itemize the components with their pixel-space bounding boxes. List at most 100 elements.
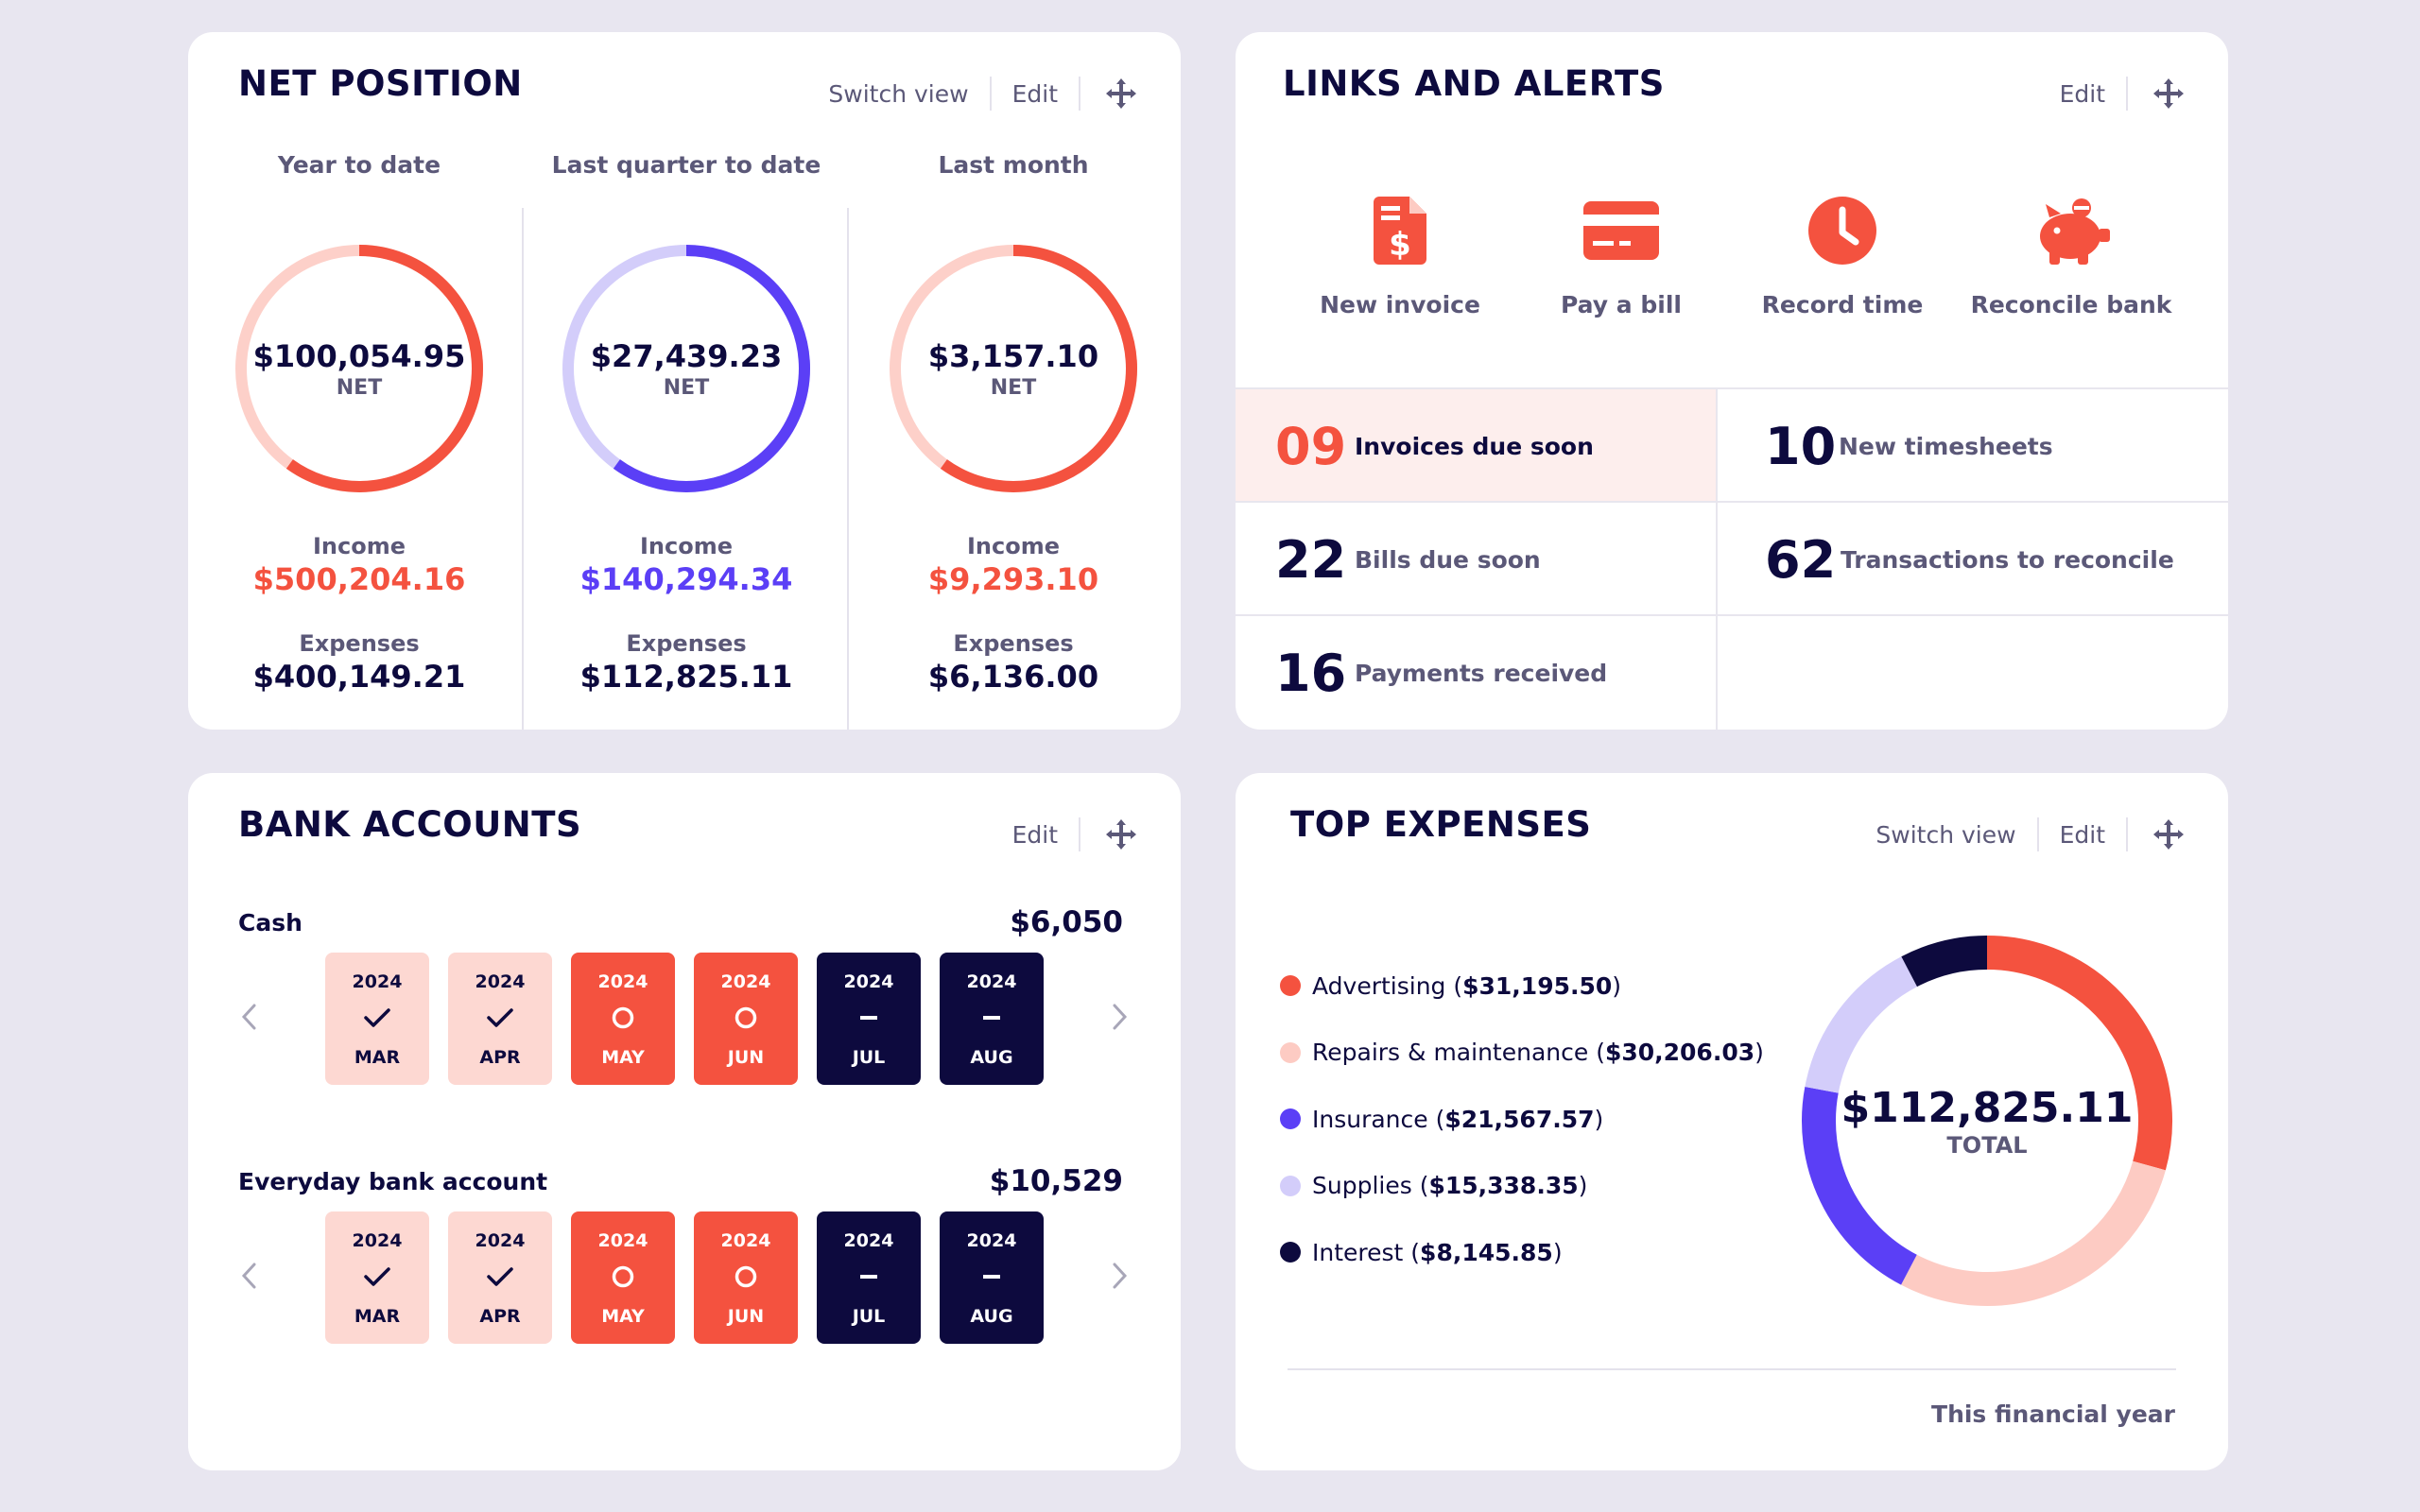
account-name: Everyday bank account [238,1167,548,1195]
legend-paren: ) [1578,1172,1588,1200]
divider [1079,817,1080,851]
expenses-value: $112,825.11 [579,659,793,695]
net-period-column: Last quarter to date $27,439.23 NET Income $… [526,146,847,730]
divider [847,208,849,730]
period-label: This financial year [1931,1400,2175,1428]
month-year: 2024 [843,971,894,992]
chevron-right-icon[interactable] [1101,988,1139,1045]
donut-slice-3 [1805,956,1918,1093]
alert-payments-received[interactable]: 16 Payments received [1236,616,1716,730]
month-tile[interactable]: 2024 MAY [571,953,675,1085]
month-tile[interactable]: 2024 JUN [694,953,798,1085]
month-name: JUN [727,1047,765,1068]
month-tile[interactable]: 2024 JUN [694,1211,798,1344]
chevron-left-icon[interactable] [230,1247,268,1304]
card-actions: Edit [2039,70,2185,117]
expenses-value: $6,136.00 [927,659,1099,695]
card-title: BANK ACCOUNTS [238,804,582,845]
switch-view-button[interactable]: Switch view [1876,820,2016,849]
divider [1716,389,1718,730]
legend-paren: ( [1403,1238,1421,1266]
alert-label: Transactions to reconcile [1841,545,2174,574]
chevron-left-icon[interactable] [230,988,268,1045]
account-header: Everyday bank account $10,529 [238,1164,1123,1198]
divider [2036,817,2039,851]
month-status-strip: 2024 MAR 2024 APR 2024 MAY 2024 JUN 2024 JUL 2024 A… [325,953,1044,1085]
move-icon[interactable] [2128,811,2185,858]
month-tile[interactable]: 2024 MAY [571,1211,675,1344]
bank-accounts-card: BANK ACCOUNTS Edit Cash $6,050 2024 MAR 2024… [188,773,1181,1470]
month-name: JUL [852,1306,886,1327]
divider [522,208,524,730]
divider [2126,817,2128,851]
link-label: Pay a bill [1561,291,1682,318]
check-icon [363,1265,391,1292]
edit-button[interactable]: Edit [1011,79,1058,108]
month-tile[interactable]: 2024 MAR [325,1211,429,1344]
edit-button[interactable]: Edit [2059,820,2105,849]
circle-icon [611,1264,635,1293]
alert-label: New timesheets [1839,432,2053,460]
chevron-right-icon[interactable] [1101,1247,1139,1304]
credit-card-icon [1508,183,1735,278]
alert-bills-due[interactable]: 22 Bills due soon [1236,503,1716,616]
expense-legend: Advertising ($31,195.50) Repairs & mainte… [1280,953,1764,1286]
divider [1236,614,2228,616]
move-icon[interactable] [1080,70,1137,117]
month-name: MAY [601,1306,645,1327]
reconcile-bank-link[interactable]: Reconcile bank [1958,183,2185,318]
alert-count: 10 [1765,416,1837,476]
check-icon [486,1265,514,1292]
dash-icon [979,1006,1004,1033]
month-status-strip: 2024 MAR 2024 APR 2024 MAY 2024 JUN 2024 JUL 2024 A… [325,1211,1044,1344]
month-name: MAY [601,1047,645,1068]
alert-label: Payments received [1355,659,1608,687]
period-label: Year to date [277,151,441,179]
card-title: LINKS AND ALERTS [1283,63,1665,104]
month-tile[interactable]: 2024 JUL [817,953,921,1085]
donut-slice-2 [1802,1087,1918,1285]
circle-icon [611,1005,635,1034]
income-value: $500,204.16 [252,561,466,597]
legend-paren: ) [1552,1238,1563,1266]
card-title: NET POSITION [238,63,523,104]
expense-donut-chart [1802,936,2172,1306]
month-tile[interactable]: 2024 AUG [940,953,1044,1085]
record-time-link[interactable]: Record time [1729,183,1956,318]
move-icon[interactable] [2128,70,2185,117]
month-tile[interactable]: 2024 MAR [325,953,429,1085]
month-tile[interactable]: 2024 APR [448,953,552,1085]
month-tile[interactable]: 2024 APR [448,1211,552,1344]
divider [2126,77,2128,111]
month-name: MAR [354,1047,401,1068]
alert-new-timesheets[interactable]: 10 New timesheets [1718,389,2228,503]
check-icon [486,1006,514,1033]
move-icon[interactable] [1080,811,1137,858]
invoice-icon: $ [1287,183,1513,278]
month-year: 2024 [475,1230,526,1251]
legend-amount: $21,567.57 [1444,1105,1595,1133]
legend-item: Repairs & maintenance ($30,206.03) [1280,1020,1764,1087]
month-year: 2024 [597,1230,648,1251]
month-tile[interactable]: 2024 AUG [940,1211,1044,1344]
month-year: 2024 [720,971,771,992]
ring-center: $3,157.10 NET [888,243,1139,494]
switch-view-button[interactable]: Switch view [828,79,969,108]
alert-label: Bills due soon [1355,545,1541,574]
alert-transactions-reconcile[interactable]: 62 Transactions to reconcile [1718,503,2228,616]
edit-button[interactable]: Edit [2059,79,2105,108]
piggy-bank-icon [1958,183,2185,278]
total-amount: $112,825.11 [1841,1083,2134,1132]
pay-bill-link[interactable]: Pay a bill [1508,183,1735,318]
legend-name: Supplies [1312,1172,1412,1200]
month-tile[interactable]: 2024 JUL [817,1211,921,1344]
account-balance: $6,050 [1010,905,1123,939]
alert-invoices-due[interactable]: 09 Invoices due soon [1236,389,1716,503]
period-label: Last month [938,151,1089,179]
circle-icon [734,1005,758,1034]
new-invoice-link[interactable]: $ New invoice [1287,183,1513,318]
edit-button[interactable]: Edit [1011,820,1058,849]
net-period-column: Last month $3,157.10 NET Income $9,293.10 Exp… [853,146,1174,730]
link-label: Record time [1761,291,1924,318]
alert-label: Invoices due soon [1355,432,1594,460]
